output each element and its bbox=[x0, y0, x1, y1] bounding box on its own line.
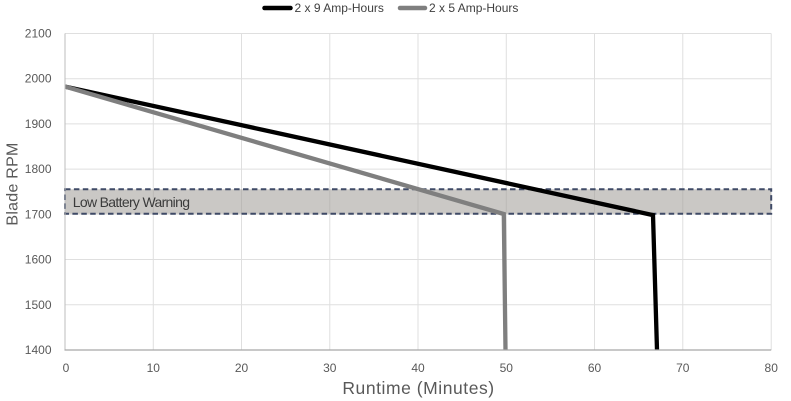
svg-text:1500: 1500 bbox=[25, 298, 52, 312]
svg-text:2100: 2100 bbox=[25, 27, 52, 41]
svg-text:30: 30 bbox=[323, 361, 337, 375]
svg-text:Blade RPM: Blade RPM bbox=[5, 142, 22, 225]
svg-text:1800: 1800 bbox=[25, 162, 52, 176]
svg-text:10: 10 bbox=[147, 361, 161, 375]
svg-text:50: 50 bbox=[500, 361, 514, 375]
svg-text:Low Battery Warning: Low Battery Warning bbox=[73, 194, 190, 210]
svg-text:1400: 1400 bbox=[25, 343, 52, 357]
svg-text:60: 60 bbox=[588, 361, 602, 375]
svg-text:20: 20 bbox=[235, 361, 249, 375]
svg-text:1900: 1900 bbox=[25, 117, 52, 131]
svg-text:2000: 2000 bbox=[25, 72, 52, 86]
svg-text:70: 70 bbox=[676, 361, 690, 375]
svg-text:2 x 5 Amp-Hours: 2 x 5 Amp-Hours bbox=[429, 1, 518, 15]
svg-text:2 x 9 Amp-Hours: 2 x 9 Amp-Hours bbox=[295, 1, 384, 15]
svg-text:80: 80 bbox=[765, 361, 779, 375]
svg-text:0: 0 bbox=[63, 361, 70, 375]
svg-text:1700: 1700 bbox=[25, 207, 52, 221]
svg-text:1600: 1600 bbox=[25, 253, 52, 267]
svg-text:40: 40 bbox=[411, 361, 425, 375]
svg-text:Runtime (Minutes): Runtime (Minutes) bbox=[342, 378, 494, 398]
